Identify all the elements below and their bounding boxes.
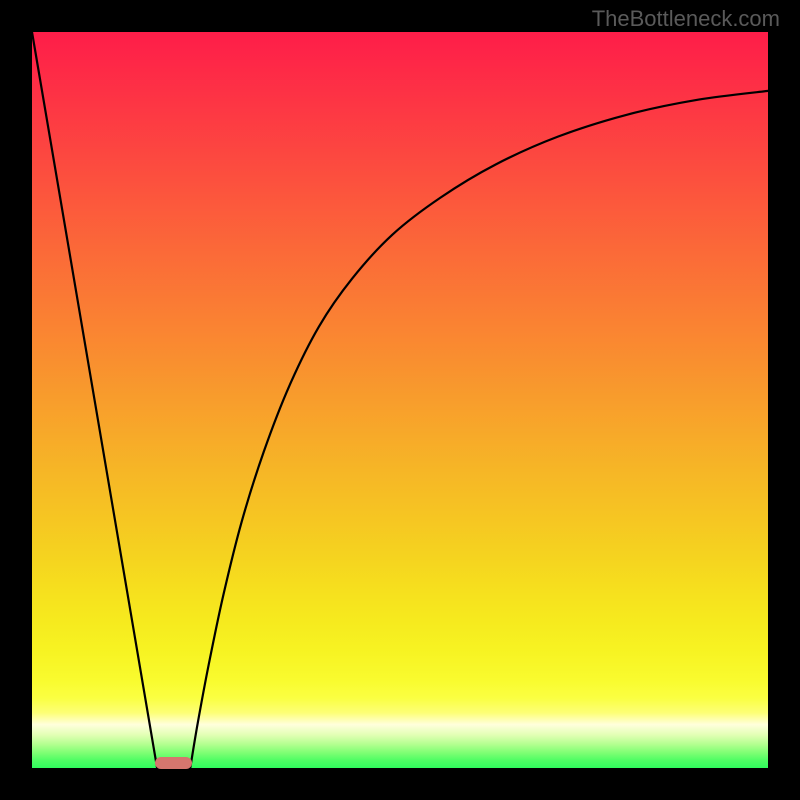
plot-area bbox=[32, 32, 768, 768]
left-branch-line bbox=[32, 32, 157, 768]
chart-container: { "canvas": { "width": 800, "height": 80… bbox=[0, 0, 800, 800]
curve-overlay bbox=[32, 32, 768, 768]
watermark-text: TheBottleneck.com bbox=[592, 6, 780, 32]
minimum-marker bbox=[155, 757, 192, 769]
right-branch-curve bbox=[190, 91, 768, 768]
